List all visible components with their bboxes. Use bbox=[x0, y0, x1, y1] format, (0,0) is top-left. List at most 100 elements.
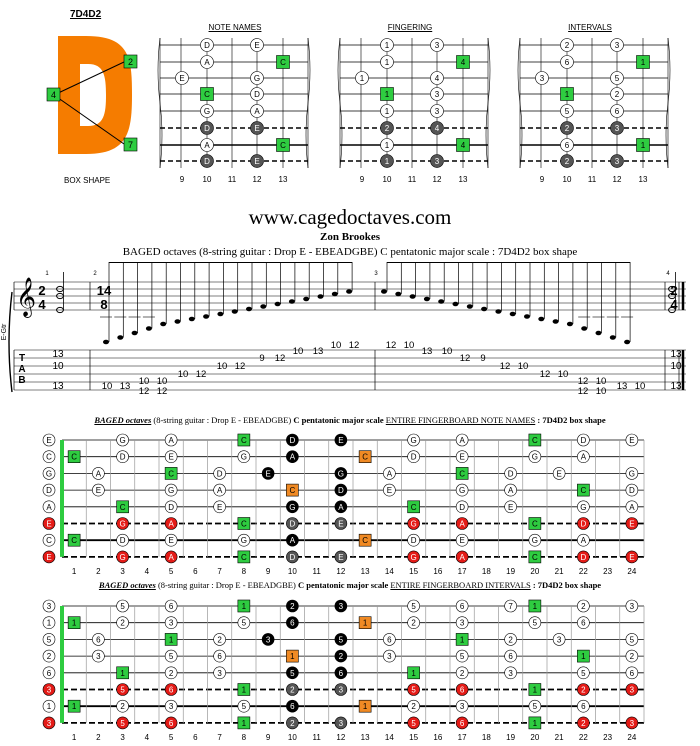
note-marker-label: A bbox=[581, 536, 587, 545]
note-marker-label: C bbox=[459, 469, 465, 478]
note-marker-label: 2 bbox=[169, 669, 174, 678]
note-marker-label: E bbox=[338, 553, 343, 562]
score-brace bbox=[8, 291, 13, 393]
root-marker bbox=[577, 483, 590, 497]
octave-marker bbox=[164, 683, 178, 696]
svg-text:4: 4 bbox=[51, 90, 56, 100]
tab-number: 12 bbox=[196, 369, 207, 380]
note-marker bbox=[237, 450, 251, 464]
open-marker-label: E bbox=[46, 553, 51, 562]
note-marker-label: C bbox=[241, 553, 247, 562]
fret-number: 5 bbox=[169, 733, 174, 742]
site-url: www.cagedoctaves.com bbox=[248, 205, 452, 229]
mini-marker-label: 4 bbox=[435, 124, 440, 133]
fret-number: 2 bbox=[96, 733, 101, 742]
note-marker bbox=[577, 433, 590, 447]
note-marker-label: 2 bbox=[217, 635, 222, 644]
box-marker bbox=[286, 517, 299, 530]
mini-marker-root bbox=[636, 138, 650, 152]
tab-number: 13 bbox=[120, 381, 131, 392]
note-marker bbox=[504, 599, 517, 613]
note-marker-label: E bbox=[387, 486, 392, 495]
note-marker-label: 3 bbox=[339, 686, 344, 695]
note-marker bbox=[455, 500, 469, 514]
tab-number: 12 bbox=[235, 361, 246, 372]
mini-marker bbox=[610, 104, 624, 118]
note-marker-label: 2 bbox=[411, 619, 416, 628]
note-marker-label: 6 bbox=[169, 602, 174, 611]
mini-marker bbox=[250, 71, 264, 85]
box-marker bbox=[334, 500, 348, 514]
mini-marker-label: C bbox=[204, 90, 210, 99]
root-marker bbox=[67, 699, 81, 713]
mini-marker-root bbox=[276, 55, 290, 69]
tab-number: 12 bbox=[139, 386, 150, 397]
open-marker-label: A bbox=[46, 503, 52, 512]
note-marker-label: 2 bbox=[581, 686, 586, 695]
note-marker bbox=[455, 666, 469, 680]
mini-marker-label: E bbox=[254, 157, 259, 166]
mini-marker-label: 6 bbox=[615, 107, 620, 116]
mini-fret-number: 11 bbox=[228, 175, 237, 184]
tab-number: 13 bbox=[617, 381, 628, 392]
fret-number: 7 bbox=[217, 567, 222, 576]
mini-fret-number: 9 bbox=[360, 175, 365, 184]
fret-number: 24 bbox=[627, 567, 636, 576]
note-marker bbox=[528, 616, 542, 630]
open-marker-label: E bbox=[46, 520, 51, 529]
mini-marker bbox=[610, 38, 624, 52]
note-marker-label: 1 bbox=[460, 635, 465, 644]
box-marker bbox=[261, 467, 275, 480]
note-marker-label: G bbox=[580, 503, 586, 512]
open-marker bbox=[42, 699, 56, 713]
mini-marker-label: 4 bbox=[435, 74, 440, 83]
note-marker-label: A bbox=[168, 520, 174, 529]
measure-number: 3 bbox=[374, 271, 378, 277]
note-marker-label: D bbox=[338, 486, 344, 495]
mini-marker-label: E bbox=[254, 41, 259, 50]
fret-number: 3 bbox=[120, 733, 125, 742]
fret-number: 6 bbox=[193, 733, 198, 742]
note-marker-label: 1 bbox=[533, 602, 538, 611]
mini-marker bbox=[560, 104, 574, 118]
note-marker-label: 6 bbox=[581, 619, 586, 628]
measure-number: 2 bbox=[93, 271, 97, 277]
mini-marker-label: A bbox=[254, 107, 260, 116]
tab-number: 13 bbox=[313, 346, 324, 357]
tab-number: 12 bbox=[349, 340, 360, 351]
mini-marker-label: C bbox=[280, 58, 286, 67]
time-sig-bottom: 4 bbox=[38, 297, 46, 312]
note-marker-label: E bbox=[338, 520, 343, 529]
box-marker-7 bbox=[123, 137, 138, 152]
mini-title-intervals: INTERVALS bbox=[568, 23, 612, 32]
mini-marker bbox=[380, 55, 394, 69]
note-marker-label: D bbox=[289, 436, 295, 445]
note-marker-label: 6 bbox=[169, 719, 174, 728]
open-marker-label: D bbox=[46, 486, 52, 495]
time-sig-bottom: 8 bbox=[100, 297, 107, 312]
board-notes-title: BAGED octaves (8-string guitar : Drop E … bbox=[94, 415, 606, 425]
mini-fret-number: 11 bbox=[588, 175, 597, 184]
root-marker bbox=[116, 500, 129, 514]
fret-number: 2 bbox=[96, 567, 101, 576]
note-marker bbox=[577, 450, 590, 464]
note-marker-label: 5 bbox=[581, 669, 586, 678]
octave-marker bbox=[625, 517, 639, 530]
fret-number: 14 bbox=[385, 567, 394, 576]
mini-marker bbox=[250, 38, 264, 52]
open-marker bbox=[42, 616, 56, 630]
mini-marker-label: 2 bbox=[385, 124, 390, 133]
mini-marker bbox=[610, 71, 624, 85]
octave-marker bbox=[625, 716, 639, 730]
octave-marker bbox=[407, 517, 420, 530]
note-head bbox=[188, 316, 195, 322]
note-marker bbox=[164, 533, 178, 547]
note-head bbox=[609, 335, 616, 340]
note-marker-label: E bbox=[217, 503, 222, 512]
note-head bbox=[174, 319, 181, 324]
note-marker bbox=[625, 433, 639, 447]
note-marker-label: A bbox=[168, 553, 174, 562]
mini-marker-label: 4 bbox=[461, 58, 466, 67]
fret-number: 16 bbox=[433, 733, 442, 742]
box-root-marker bbox=[286, 483, 299, 497]
